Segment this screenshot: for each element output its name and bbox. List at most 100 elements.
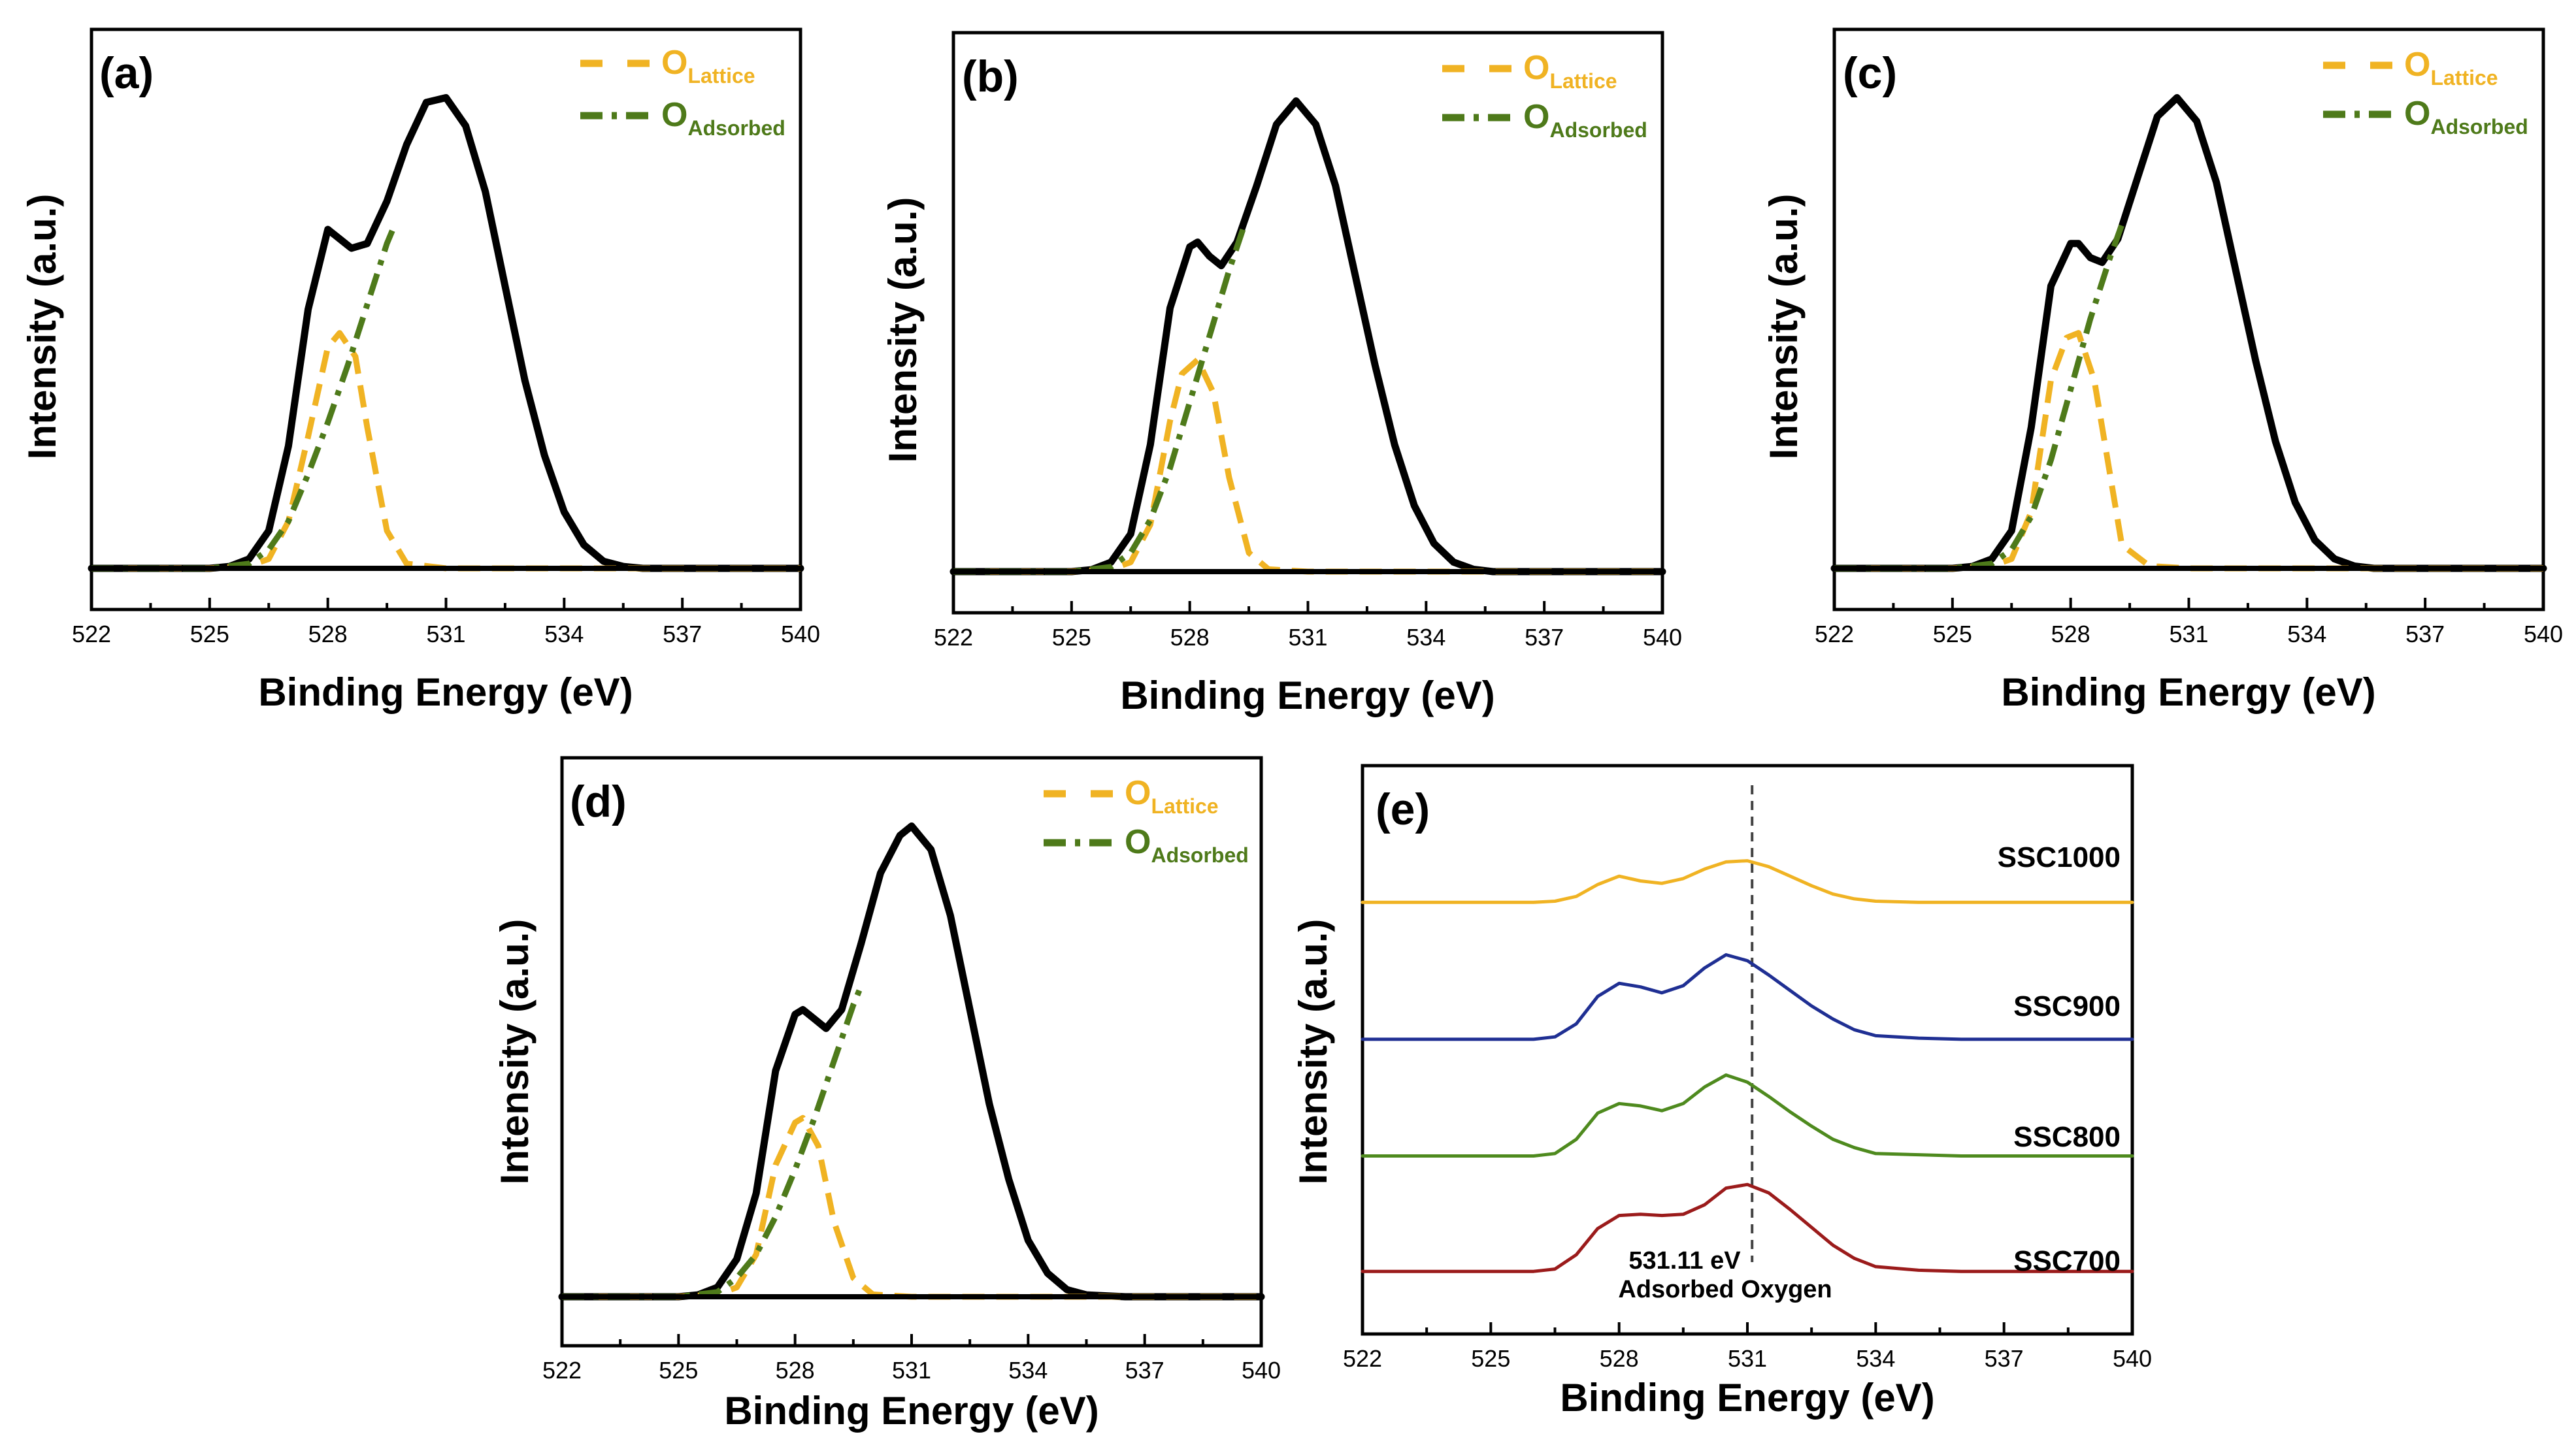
series-o-adsorbed-line [562,984,864,1300]
legend-adsorbed-sub: Adsorbed [687,116,785,140]
legend-lattice-main: O [1523,49,1549,87]
series-label-ssc800: SSC800 [2013,1121,2121,1153]
x-tick-label-528: 528 [776,1357,815,1384]
x-tick-label-528: 528 [1600,1345,1639,1372]
x-tick-label-531: 531 [892,1357,931,1384]
svg-text:OAdsorbed: OAdsorbed [2404,95,2528,138]
panel-c-ticks: 522 525 528 531 534 537 540 [1815,598,2563,647]
panel-c-xlabel: Binding Energy (eV) [2001,670,2375,714]
x-tick-label-525: 525 [659,1357,698,1384]
legend-adsorbed-main: O [1125,823,1151,861]
panel-b-label: (b) [962,52,1019,101]
series-label-ssc700: SSC700 [2013,1245,2121,1277]
svg-text:OAdsorbed: OAdsorbed [1523,98,1647,142]
series-ssc700-line [1361,1182,2134,1273]
panel-e-series [1361,859,2134,1273]
x-tick-label-540: 540 [2113,1345,2152,1372]
panel-c-series [1830,94,2547,572]
legend-lattice-main: O [1125,774,1151,812]
legend-adsorbed-main: O [1523,98,1549,136]
svg-text:OAdsorbed: OAdsorbed [661,96,785,140]
panel-c: 522 525 528 531 534 537 540 (c) OLattice OAdso… [1762,27,2563,714]
x-tick-label-537: 537 [1985,1345,2024,1372]
x-tick-label-522: 522 [1343,1345,1382,1372]
x-tick-label-534: 534 [1406,624,1445,651]
annotation-value: 531.11 eV [1628,1247,1741,1275]
panel-d-series [558,822,1265,1301]
panel-a-ticks: 522 525 528 531 534 537 540 [72,598,820,647]
panel-a: 522 525 528 531 534 537 540 (a) OLattice OAdso… [20,27,820,714]
series-label-ssc900: SSC900 [2013,990,2121,1022]
x-tick-label-534: 534 [1856,1345,1895,1372]
x-tick-label-528: 528 [1170,624,1210,651]
x-tick-label-522: 522 [542,1357,582,1384]
x-tick-label-540: 540 [1643,624,1682,651]
panel-a-legend: OLattice OAdsorbed [580,44,785,140]
series-o-lattice-line [1834,330,2543,572]
panel-a-series [88,94,804,572]
panel-b-ticks: 522 525 528 531 534 537 540 [934,601,1682,651]
series-ssc900-line [1361,953,2134,1041]
panel-b-xlabel: Binding Energy (eV) [1120,674,1494,717]
series-o-adsorbed-line [953,222,1248,575]
x-tick-label-537: 537 [2405,621,2445,647]
series-o-lattice-line [953,357,1662,575]
x-tick-label-537: 537 [1525,624,1564,651]
legend-adsorbed-sub: Adsorbed [1151,843,1248,867]
series-total-line [558,822,1265,1301]
legend-adsorbed-main: O [2404,95,2430,133]
legend-adsorbed-sub: Adsorbed [1549,118,1647,142]
x-tick-label-522: 522 [934,624,973,651]
series-o-adsorbed-line [1834,223,2125,572]
svg-text:OLattice: OLattice [1523,49,1617,93]
panel-d-label: (d) [570,777,627,826]
x-tick-label-534: 534 [1008,1357,1048,1384]
series-o-adsorbed-line [91,223,398,572]
panel-c-legend: OLattice OAdsorbed [2323,46,2528,138]
x-tick-label-525: 525 [1933,621,1972,647]
series-o-lattice-line [91,330,801,572]
series-total-line [949,97,1666,576]
panel-e-ylabel: Intensity (a.u.) [1291,919,1335,1185]
svg-text:OAdsorbed: OAdsorbed [1125,823,1249,867]
x-tick-label-534: 534 [544,621,584,647]
x-tick-label-525: 525 [1052,624,1091,651]
x-tick-label-528: 528 [308,621,348,647]
panel-b-ylabel: Intensity (a.u.) [881,197,925,463]
x-tick-label-531: 531 [426,621,465,647]
legend-adsorbed-sub: Adsorbed [2430,115,2528,138]
series-ssc800-line [1361,1073,2134,1158]
x-tick-label-540: 540 [1242,1357,1281,1384]
svg-text:OLattice: OLattice [2404,46,2498,89]
series-label-ssc1000: SSC1000 [1998,841,2121,873]
panel-e-xlabel: Binding Energy (eV) [1560,1376,1934,1420]
series-total-line [1830,94,2547,572]
panel-a-xlabel: Binding Energy (eV) [258,670,633,714]
x-tick-label-522: 522 [1815,621,1854,647]
panel-d: 522 525 528 531 534 537 540 (d) OLattice OAdso… [493,756,1281,1433]
legend-lattice-sub: Lattice [687,64,755,88]
panel-a-ylabel: Intensity (a.u.) [20,194,64,460]
x-tick-label-540: 540 [2524,621,2563,647]
series-o-lattice-line [562,1114,1261,1300]
legend-lattice-main: O [2404,46,2430,84]
panel-e-ticks: 522 525 528 531 534 537 540 [1343,1322,2152,1372]
svg-text:OLattice: OLattice [661,44,755,88]
panel-d-ylabel: Intensity (a.u.) [493,919,537,1185]
panel-e-label: (e) [1376,785,1430,834]
legend-lattice-sub: Lattice [1151,794,1218,818]
panel-a-label: (a) [99,48,154,98]
x-tick-label-525: 525 [1471,1345,1510,1372]
x-tick-label-531: 531 [2169,621,2208,647]
panel-e: 522 525 528 531 534 537 540 (e) SSC1000 SSC900… [1291,764,2152,1420]
x-tick-label-528: 528 [2051,621,2090,647]
x-tick-label-531: 531 [1288,624,1327,651]
panel-d-ticks: 522 525 528 531 534 537 540 [542,1334,1281,1384]
annotation-label: Adsorbed Oxygen [1618,1276,1832,1303]
panel-b: 522 525 528 531 534 537 540 (b) OLattice OAdso… [881,31,1682,717]
panel-d-legend: OLattice OAdsorbed [1044,774,1249,867]
panel-b-series [949,97,1666,576]
series-total-line [88,94,804,572]
x-tick-label-540: 540 [781,621,820,647]
